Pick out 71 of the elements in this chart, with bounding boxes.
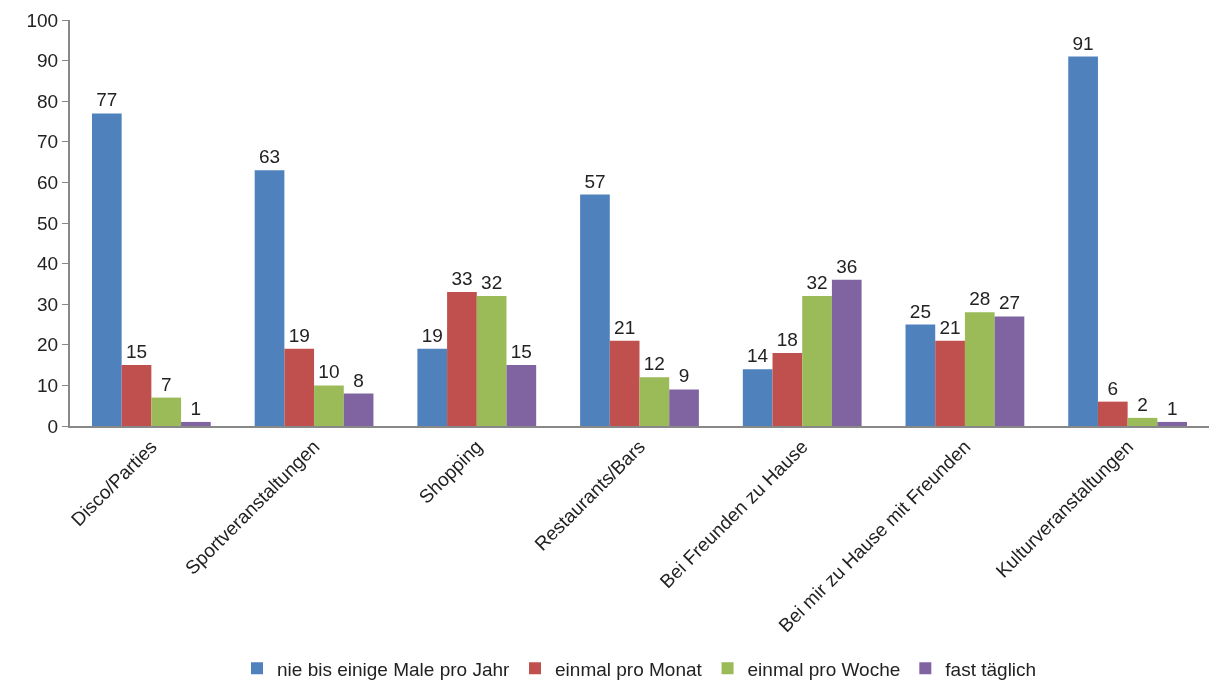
y-tick-label: 70 <box>37 131 59 153</box>
bar <box>831 279 862 426</box>
bar <box>964 312 995 426</box>
bar <box>476 296 507 426</box>
data-label: 91 <box>1072 32 1094 54</box>
data-label: 6 <box>1107 377 1119 399</box>
bar <box>254 170 285 426</box>
bar <box>639 377 670 426</box>
y-tick-label: 40 <box>37 253 59 275</box>
legend-label: einmal pro Monat <box>555 658 703 680</box>
bar <box>314 385 344 426</box>
y-tick-label: 30 <box>37 293 59 315</box>
bar <box>1127 417 1158 426</box>
data-label: 12 <box>643 353 665 375</box>
bar <box>91 113 122 426</box>
data-label: 19 <box>421 324 443 346</box>
bar <box>1068 56 1098 426</box>
data-label: 9 <box>678 365 690 387</box>
y-tick-label: 50 <box>37 212 59 234</box>
y-tick-label: 0 <box>47 415 59 437</box>
data-label: 14 <box>746 345 769 367</box>
bar <box>905 324 936 426</box>
bar <box>417 348 448 426</box>
bar <box>447 292 477 426</box>
y-tick-label: 80 <box>37 90 59 112</box>
bar <box>609 340 640 426</box>
data-label: 63 <box>258 146 281 168</box>
data-label: 25 <box>909 300 931 322</box>
data-label: 57 <box>584 170 606 192</box>
y-tick-label: 90 <box>37 50 59 72</box>
data-label: 28 <box>969 288 991 310</box>
legend-label: einmal pro Woche <box>747 658 901 680</box>
data-label: 32 <box>806 272 828 294</box>
data-label: 77 <box>96 89 118 111</box>
bar <box>181 421 211 426</box>
bar <box>1157 421 1188 426</box>
data-label: 10 <box>318 361 340 383</box>
data-label: 7 <box>160 373 172 395</box>
data-label: 19 <box>288 324 310 346</box>
data-label: 33 <box>451 268 473 290</box>
data-label: 36 <box>836 255 858 277</box>
bar <box>151 397 182 426</box>
bar <box>935 340 965 426</box>
bar <box>994 316 1025 426</box>
y-tick-label: 100 <box>26 9 59 31</box>
y-tick-label: 20 <box>37 334 59 356</box>
bar <box>506 365 537 426</box>
bar <box>1097 401 1128 426</box>
data-label: 27 <box>998 292 1021 314</box>
bar <box>343 393 374 426</box>
legend-label: nie bis einige Male pro Jahr <box>277 658 511 680</box>
data-label: 15 <box>510 341 532 363</box>
data-label: 8 <box>353 369 364 391</box>
data-label: 21 <box>614 316 636 338</box>
bar <box>284 348 315 426</box>
data-label: 32 <box>481 272 503 294</box>
bar <box>742 369 773 426</box>
data-label: 21 <box>939 316 961 338</box>
bar <box>802 296 832 426</box>
data-label: 2 <box>1137 393 1148 415</box>
bar <box>580 194 610 426</box>
legend-label: fast täglich <box>945 658 1037 680</box>
data-label: 15 <box>125 341 148 363</box>
data-label: 18 <box>776 328 798 350</box>
bar <box>121 365 152 426</box>
bar <box>669 389 699 426</box>
y-tick-label: 60 <box>37 172 59 194</box>
data-label: 1 <box>1166 397 1178 419</box>
data-label: 1 <box>190 397 202 419</box>
bar <box>772 352 803 426</box>
y-tick-label: 10 <box>37 375 59 397</box>
